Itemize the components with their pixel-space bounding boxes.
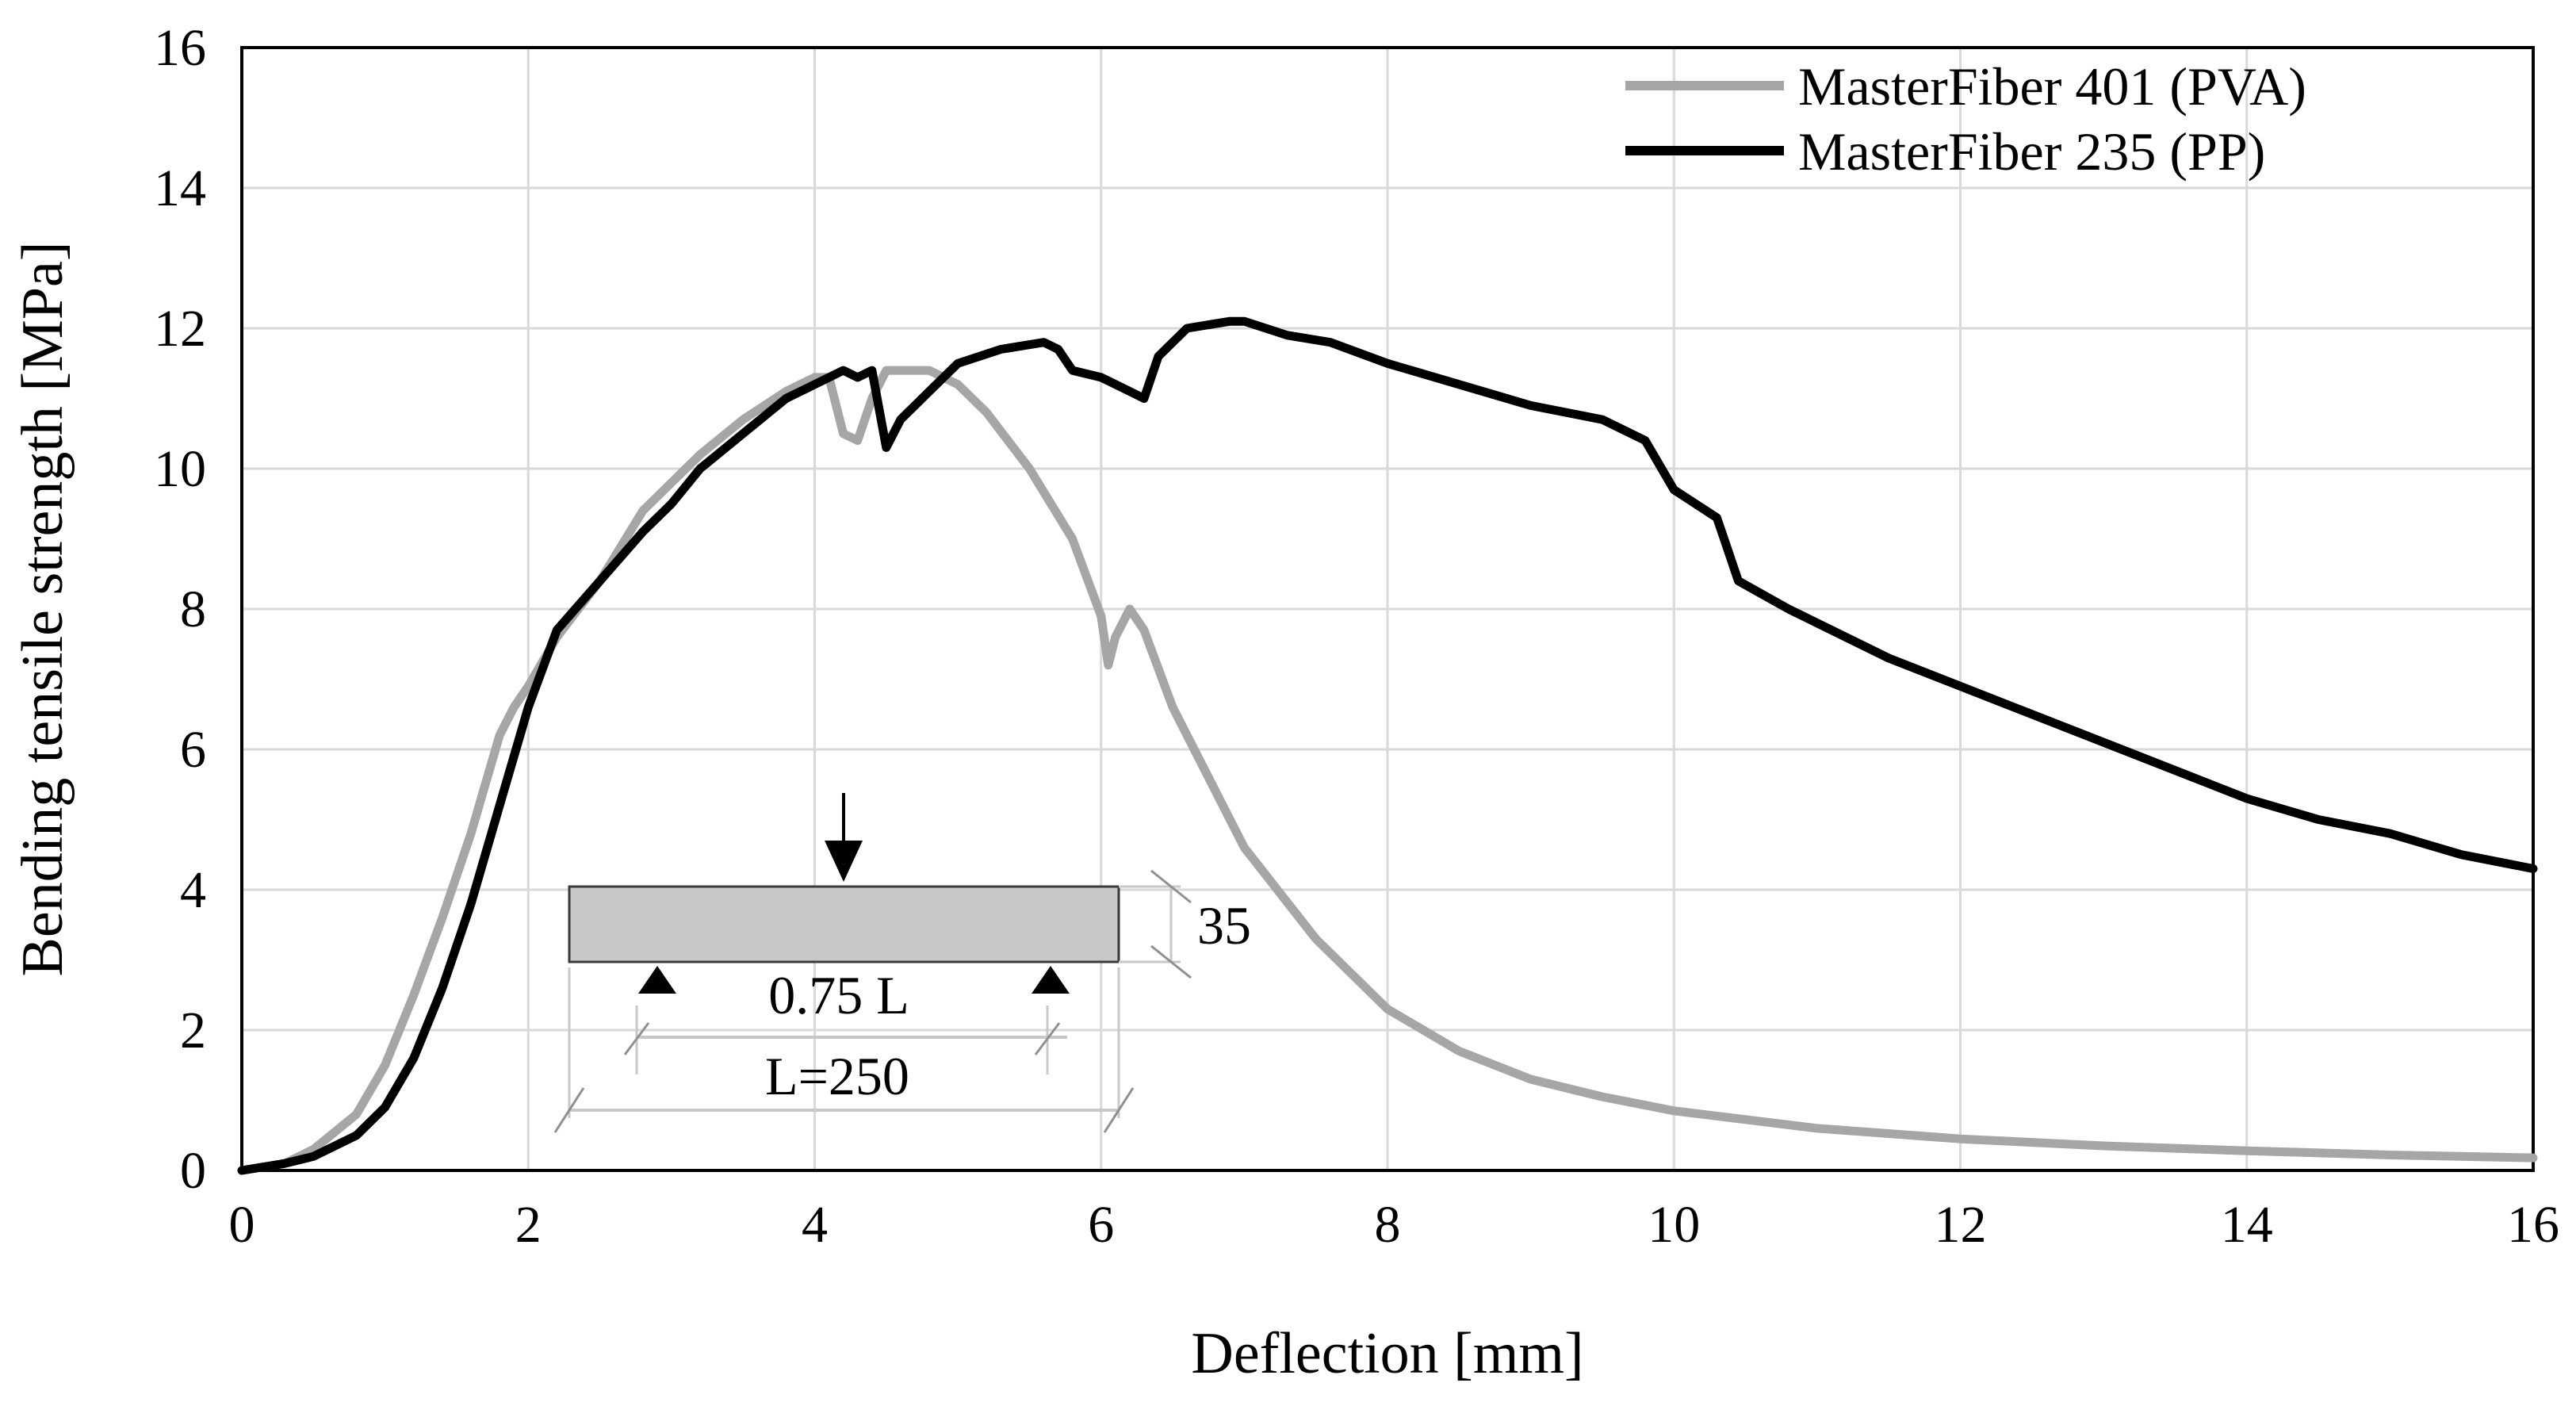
label-span: L=250 (765, 1046, 909, 1106)
series-line-1 (237, 366, 2538, 1175)
x-tick-label: 12 (1935, 1196, 1987, 1254)
x-tick-label: 6 (1088, 1196, 1114, 1254)
y-tick-label: 8 (180, 580, 206, 638)
dim-slash-left-span (553, 1087, 585, 1133)
y-tick-label: 2 (180, 1002, 206, 1059)
plot-frame (240, 46, 2535, 1172)
load-arrow-icon (825, 841, 863, 882)
x-tick-label: 0 (229, 1196, 255, 1254)
x-tick-label: 2 (515, 1196, 542, 1254)
right-support-icon (1032, 966, 1070, 994)
x-tick-label: 14 (2221, 1196, 2273, 1254)
x-tick-label: 10 (1648, 1196, 1700, 1254)
y-tick-label: 4 (180, 861, 206, 919)
y-tick-label: 12 (154, 300, 206, 358)
y-axis-title: Bending tensile strength [MPa] (10, 242, 75, 977)
series-line-2 (237, 316, 2538, 1175)
y-tick-label: 6 (180, 721, 206, 779)
y-tick-label: 16 (154, 19, 206, 77)
dim-slash-top (1150, 869, 1192, 904)
dim-slash-right-support (1034, 1022, 1061, 1055)
y-tick-label: 0 (180, 1142, 206, 1200)
x-tick-label: 8 (1375, 1196, 1401, 1254)
x-tick-label: 16 (2507, 1196, 2559, 1254)
dim-slash-left-support (623, 1022, 650, 1055)
label-height: 35 (1197, 895, 1251, 956)
legend: MasterFiber 401 (PVA)MasterFiber 235 (PP… (1625, 56, 2306, 182)
legend-label-1: MasterFiber 401 (PVA) (1798, 56, 2306, 117)
legend-label-2: MasterFiber 235 (PP) (1798, 121, 2265, 182)
grid-layer (242, 48, 2533, 1170)
axis-layer: 0 2 4 6 8 10 12 14 16 0 2 4 6 8 10 12 14 16 Deflection [mm… (10, 19, 2559, 1386)
left-support-icon (638, 966, 676, 994)
y-tick-label: 10 (154, 440, 206, 498)
series-layer (237, 316, 2538, 1175)
dim-slash-bottom (1150, 944, 1192, 979)
beam-test-inset-diagram: 0.75 L L=250 35 (553, 793, 1251, 1133)
label-support-spacing: 0.75 L (768, 965, 909, 1025)
beam-rect (568, 885, 1120, 963)
dim-slash-right-span (1103, 1087, 1135, 1133)
x-axis-title: Deflection [mm] (1191, 1321, 1583, 1386)
x-tick-label: 4 (802, 1196, 828, 1254)
y-tick-label: 14 (154, 159, 206, 217)
